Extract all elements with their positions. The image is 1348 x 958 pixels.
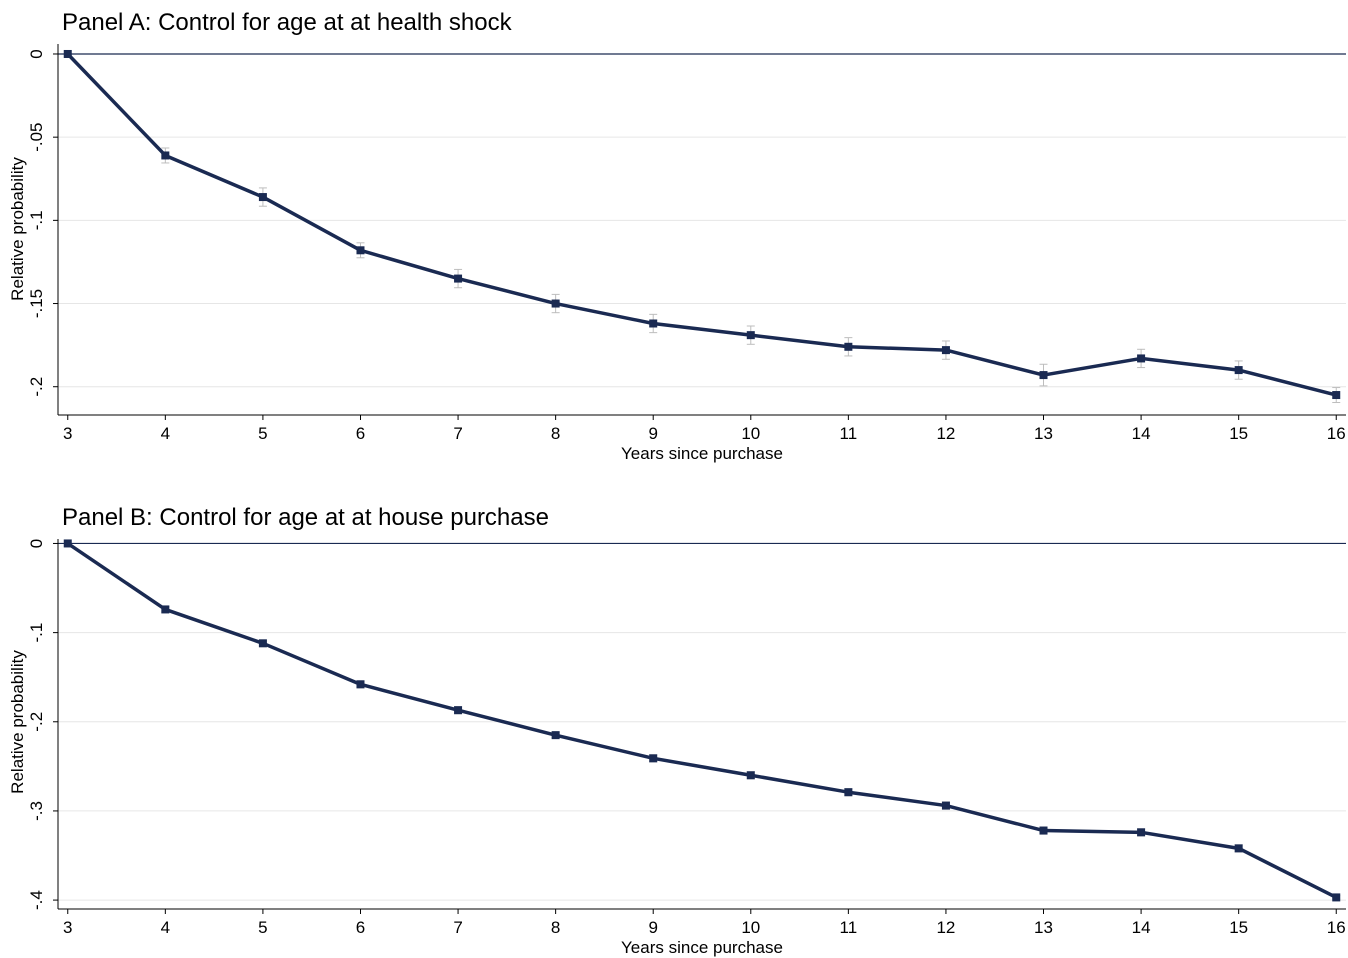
series-line (66, 52, 1337, 397)
y-tick-label: -.1 (27, 623, 46, 643)
panel-a: Panel A: Control for age at at health sh… (8, 9, 1346, 463)
data-point (1039, 371, 1048, 380)
x-tick-label: 3 (63, 424, 72, 443)
series-line (66, 542, 1338, 899)
panel-title: Panel A: Control for age at at health sh… (62, 9, 513, 36)
data-point (551, 299, 560, 308)
x-tick-label: 8 (551, 424, 560, 443)
x-tick-label: 4 (161, 424, 170, 443)
x-tick-label: 6 (356, 918, 365, 937)
data-point (1332, 893, 1341, 902)
data-point (844, 788, 853, 797)
data-point (1137, 354, 1146, 363)
data-point (746, 771, 755, 780)
x-tick-label: 3 (63, 918, 72, 937)
data-point (1234, 366, 1243, 375)
data-point (551, 731, 560, 740)
data-point (454, 706, 463, 715)
data-point (941, 346, 950, 355)
x-axis-label: Years since purchase (621, 444, 783, 463)
data-point (649, 319, 658, 328)
x-tick-label: 9 (648, 918, 657, 937)
x-tick-label: 14 (1132, 424, 1151, 443)
x-tick-label: 16 (1327, 424, 1346, 443)
data-point (1234, 844, 1243, 853)
x-tick-label: 16 (1327, 918, 1346, 937)
x-tick-label: 13 (1034, 918, 1053, 937)
x-tick-label: 5 (258, 424, 267, 443)
y-tick-label: 0 (27, 539, 46, 548)
data-point (63, 539, 72, 548)
x-tick-label: 15 (1229, 424, 1248, 443)
x-tick-label: 10 (741, 424, 760, 443)
data-point (258, 193, 267, 202)
x-tick-label: 13 (1034, 424, 1053, 443)
x-tick-label: 14 (1132, 918, 1151, 937)
panel-b: Panel B: Control for age at at house pur… (8, 504, 1346, 957)
x-tick-label: 9 (648, 424, 657, 443)
y-tick-label: -.2 (27, 377, 46, 397)
data-point (1039, 826, 1048, 835)
x-tick-label: 8 (551, 918, 560, 937)
y-axis-label: Relative probability (8, 157, 27, 301)
data-point (1137, 828, 1146, 837)
y-tick-label: 0 (27, 49, 46, 58)
data-point (649, 754, 658, 763)
y-axis-label: Relative probability (8, 650, 27, 794)
data-point (941, 801, 950, 810)
data-point (258, 639, 267, 648)
x-tick-label: 5 (258, 918, 267, 937)
y-tick-label: -.15 (27, 289, 46, 318)
y-tick-label: -.4 (27, 890, 46, 910)
y-tick-label: -.1 (27, 210, 46, 230)
data-point (356, 680, 365, 689)
data-point (1332, 391, 1341, 400)
y-tick-label: -.05 (27, 123, 46, 152)
data-point (454, 274, 463, 283)
data-point (161, 151, 170, 160)
data-point (63, 49, 72, 58)
x-tick-label: 7 (453, 918, 462, 937)
x-tick-label: 15 (1229, 918, 1248, 937)
x-tick-label: 11 (840, 918, 858, 937)
x-tick-label: 10 (741, 918, 760, 937)
data-point (356, 246, 365, 255)
x-tick-label: 6 (356, 424, 365, 443)
x-tick-label: 11 (840, 424, 858, 443)
x-tick-label: 7 (453, 424, 462, 443)
data-point (746, 331, 755, 340)
x-tick-label: 12 (936, 918, 955, 937)
y-tick-label: -.3 (27, 801, 46, 821)
x-tick-label: 4 (161, 918, 170, 937)
data-point (161, 605, 170, 614)
data-point (844, 342, 853, 351)
x-tick-label: 12 (936, 424, 955, 443)
panel-title: Panel B: Control for age at at house pur… (62, 504, 549, 531)
y-tick-label: -.2 (27, 712, 46, 732)
x-axis-label: Years since purchase (621, 938, 783, 957)
